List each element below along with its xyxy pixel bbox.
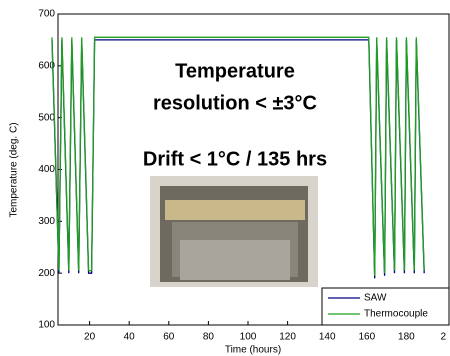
- x-tick-label: 120: [279, 332, 296, 343]
- annotation: Temperature: [175, 60, 295, 82]
- x-tick-label: 60: [163, 332, 175, 343]
- x-tick-label: 20: [84, 332, 96, 343]
- x-tick-label: 140: [319, 332, 336, 343]
- y-tick-label: 500: [38, 112, 55, 123]
- y-tick-label: 100: [38, 320, 55, 331]
- x-tick-label: 80: [203, 332, 215, 343]
- x-tick-label: 2: [440, 332, 446, 343]
- oven-photo: [150, 176, 318, 287]
- y-tick-label: 300: [38, 216, 55, 227]
- x-tick-label: 40: [124, 332, 136, 343]
- legend-label: SAW: [364, 293, 387, 304]
- annotation: Drift < 1°C / 135 hrs: [143, 148, 327, 170]
- y-axis-label: Temperature (deg. C): [9, 122, 20, 217]
- x-tick-label: 100: [240, 332, 257, 343]
- legend-label: Thermocouple: [364, 309, 428, 320]
- x-tick-label: 160: [358, 332, 375, 343]
- y-tick-label: 400: [38, 164, 55, 175]
- annotation: resolution < ±3°C: [153, 92, 317, 114]
- x-axis-label: Time (hours): [225, 345, 281, 356]
- y-tick-label: 200: [38, 268, 55, 279]
- y-tick-label: 600: [38, 60, 55, 71]
- y-tick-label: 700: [38, 9, 55, 20]
- legend-box: [321, 287, 450, 326]
- series-line: [51, 36, 425, 276]
- x-tick-label: 180: [398, 332, 415, 343]
